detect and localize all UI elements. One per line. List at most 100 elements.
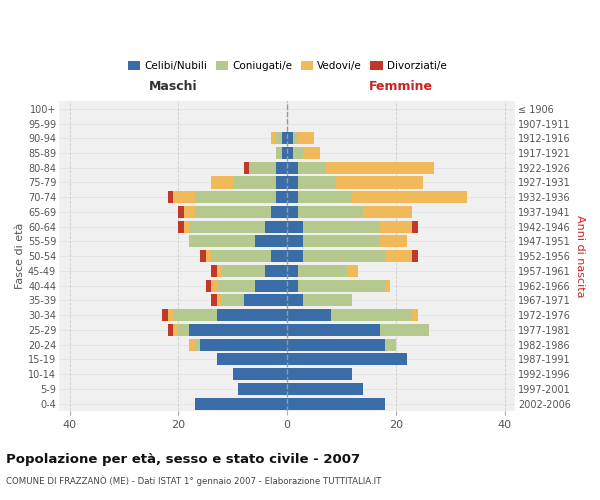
Bar — [304, 236, 380, 248]
Bar — [178, 220, 184, 232]
Bar — [287, 176, 298, 188]
Bar — [178, 324, 190, 336]
Bar — [304, 220, 380, 232]
Bar — [385, 338, 396, 350]
Y-axis label: Anni di nascita: Anni di nascita — [575, 215, 585, 298]
Bar — [200, 250, 206, 262]
Bar — [287, 383, 363, 395]
Bar — [380, 324, 428, 336]
Bar — [277, 162, 287, 174]
Bar — [363, 206, 412, 218]
Bar — [206, 250, 211, 262]
Bar — [233, 368, 287, 380]
Bar — [298, 162, 325, 174]
Bar — [287, 236, 304, 248]
Bar — [385, 250, 412, 262]
Bar — [277, 176, 287, 188]
Bar — [190, 236, 254, 248]
Bar — [331, 309, 412, 321]
Bar — [287, 324, 380, 336]
Bar — [287, 309, 331, 321]
Bar — [217, 354, 287, 366]
Bar — [298, 132, 314, 144]
Bar — [217, 294, 222, 306]
Bar — [195, 206, 271, 218]
Bar — [211, 265, 217, 277]
Bar — [287, 250, 304, 262]
Bar — [173, 324, 178, 336]
Bar — [287, 162, 298, 174]
Bar — [271, 132, 277, 144]
Legend: Celibi/Nubili, Coniugati/e, Vedovi/e, Divorziati/e: Celibi/Nubili, Coniugati/e, Vedovi/e, Di… — [124, 57, 451, 76]
Bar — [287, 368, 352, 380]
Bar — [217, 309, 287, 321]
Bar — [277, 147, 282, 159]
Bar — [167, 324, 173, 336]
Bar — [238, 383, 287, 395]
Bar — [298, 280, 385, 291]
Bar — [222, 265, 265, 277]
Bar — [298, 265, 347, 277]
Bar — [412, 250, 418, 262]
Bar — [211, 280, 217, 291]
Bar — [162, 309, 167, 321]
Bar — [271, 206, 287, 218]
Bar — [380, 236, 407, 248]
Bar — [211, 250, 271, 262]
Bar — [287, 206, 298, 218]
Bar — [271, 250, 287, 262]
Bar — [287, 191, 298, 203]
Bar — [287, 147, 293, 159]
Bar — [190, 338, 195, 350]
Text: Maschi: Maschi — [149, 80, 197, 92]
Bar — [222, 294, 244, 306]
Bar — [195, 191, 277, 203]
Bar — [173, 191, 195, 203]
Bar — [298, 191, 352, 203]
Bar — [265, 220, 287, 232]
Bar — [287, 132, 293, 144]
Bar — [178, 206, 184, 218]
Bar — [254, 280, 287, 291]
Bar — [233, 176, 277, 188]
Bar — [173, 309, 217, 321]
Bar — [265, 265, 287, 277]
Bar — [195, 398, 287, 409]
Bar — [298, 176, 336, 188]
Bar — [200, 338, 287, 350]
Bar — [287, 354, 407, 366]
Bar — [254, 236, 287, 248]
Bar — [412, 220, 418, 232]
Bar — [249, 162, 277, 174]
Bar — [287, 398, 385, 409]
Bar — [184, 220, 190, 232]
Bar — [304, 294, 352, 306]
Bar — [217, 265, 222, 277]
Text: COMUNE DI FRAZZANÒ (ME) - Dati ISTAT 1° gennaio 2007 - Elaborazione TUTTITALIA.I: COMUNE DI FRAZZANÒ (ME) - Dati ISTAT 1° … — [6, 476, 382, 486]
Bar — [304, 250, 385, 262]
Bar — [195, 338, 200, 350]
Bar — [385, 280, 391, 291]
Bar — [190, 324, 287, 336]
Bar — [167, 191, 173, 203]
Bar — [190, 220, 265, 232]
Bar — [282, 147, 287, 159]
Bar — [206, 280, 211, 291]
Bar — [277, 191, 287, 203]
Bar — [167, 309, 173, 321]
Bar — [293, 132, 298, 144]
Bar — [298, 206, 363, 218]
Y-axis label: Fasce di età: Fasce di età — [15, 223, 25, 290]
Text: Femmine: Femmine — [370, 80, 433, 92]
Bar — [293, 147, 304, 159]
Bar — [412, 309, 418, 321]
Bar — [244, 162, 249, 174]
Bar — [287, 280, 298, 291]
Bar — [304, 147, 320, 159]
Bar — [211, 294, 217, 306]
Bar — [244, 294, 287, 306]
Bar — [325, 162, 434, 174]
Bar — [287, 338, 385, 350]
Text: Popolazione per età, sesso e stato civile - 2007: Popolazione per età, sesso e stato civil… — [6, 452, 360, 466]
Bar — [277, 132, 282, 144]
